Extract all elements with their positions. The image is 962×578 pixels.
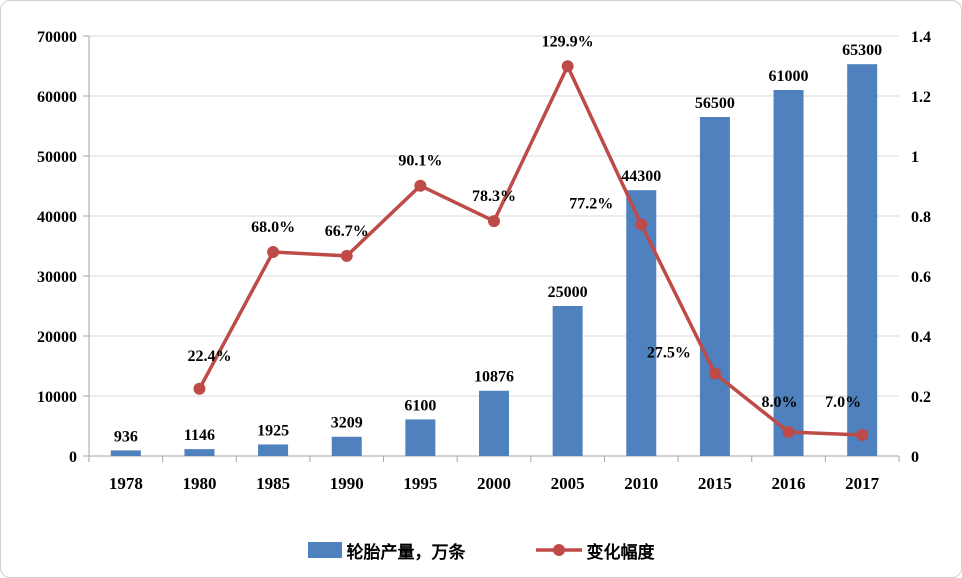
- line-point-label: 8.0%: [762, 394, 798, 411]
- bar-label: 1146: [184, 427, 215, 444]
- legend-label-tire-production: 轮胎产量，万条: [346, 542, 466, 562]
- right-axis-tick-label: 1.2: [911, 89, 931, 106]
- left-axis-tick-label: 10000: [37, 389, 77, 406]
- left-axis-tick-label: 20000: [37, 329, 77, 346]
- line-point: [782, 426, 795, 438]
- bar-1980: [184, 449, 215, 456]
- bar-2000: [479, 390, 509, 456]
- right-axis-tick-label: 0: [911, 449, 919, 466]
- bar-1995: [405, 419, 436, 456]
- legend-label-change-rate: 变化幅度: [586, 542, 655, 562]
- line-point-label: 77.2%: [569, 195, 613, 212]
- left-axis-tick-label: 30000: [37, 269, 77, 286]
- bar-label: 6100: [404, 397, 436, 414]
- left-axis-tick-label: 60000: [37, 89, 77, 106]
- x-axis-label: 1990: [330, 474, 364, 493]
- bar-label: 3209: [331, 415, 363, 432]
- line-point: [708, 367, 721, 380]
- line-point-label: 90.1%: [398, 153, 442, 170]
- bar-label: 56500: [695, 95, 735, 112]
- bar-label: 10876: [474, 369, 514, 386]
- right-axis-tick-label: 0.4: [911, 329, 931, 346]
- x-axis-label: 1985: [256, 474, 290, 493]
- line-point: [856, 429, 869, 441]
- chart-canvas: 0 0 10000 0.2 20000 0.4 30000 0.6 40000 0.8 50000 1…: [37, 29, 931, 493]
- bar-1985: [258, 444, 289, 456]
- legend-item-tire-production: 轮胎产量，万条: [307, 538, 466, 563]
- line-point: [561, 60, 574, 73]
- change-rate-line: [197, 64, 863, 437]
- x-axis-label: 1978: [109, 474, 143, 493]
- x-axis-label: 2016: [772, 474, 806, 493]
- bar-2016: [773, 90, 804, 456]
- right-axis-tick-label: 0.6: [911, 269, 931, 286]
- line-point-label: 7.0%: [825, 394, 861, 411]
- line-point-label: 66.7%: [325, 223, 369, 240]
- line-point: [193, 382, 206, 395]
- left-axis-tick-label: 50000: [37, 149, 77, 166]
- line-point: [414, 179, 427, 192]
- left-axis-tick-label: 40000: [37, 209, 77, 226]
- left-axis-tick-label: 70000: [37, 29, 77, 46]
- legend-line-swatch-icon: [535, 542, 582, 558]
- bar-2015: [699, 117, 730, 456]
- right-axis-tick-label: 0.2: [911, 389, 931, 406]
- bar-2017: [847, 64, 878, 456]
- legend-bar-swatch: [307, 542, 342, 558]
- legend-item-change-rate: 变化幅度: [535, 538, 655, 563]
- bar-1978: [110, 450, 141, 456]
- x-axis-label: 2017: [845, 474, 880, 493]
- x-axis-label: 1980: [182, 474, 216, 493]
- x-axis-label: 2005: [551, 474, 585, 493]
- bar-1990: [331, 436, 362, 456]
- bar-label: 61000: [769, 68, 809, 85]
- left-axis-tick-label: 0: [69, 449, 77, 466]
- line-point-label: 27.5%: [647, 345, 691, 362]
- right-axis-tick-label: 0.8: [911, 209, 931, 226]
- bar-2010: [626, 190, 657, 456]
- right-axis-tick-label: 1.4: [911, 29, 931, 46]
- line-point: [488, 215, 500, 228]
- bar-label: 936: [114, 428, 138, 445]
- line-point: [635, 218, 648, 231]
- legend: 轮胎产量，万条 变化幅度: [1, 516, 961, 577]
- bar-2005: [552, 306, 583, 456]
- x-axis-label: 2000: [477, 474, 511, 493]
- x-axis-label: 1995: [403, 474, 437, 493]
- bar-label: 44300: [621, 168, 661, 185]
- x-axis-label: 2010: [624, 474, 658, 493]
- line-point-label: 78.3%: [472, 188, 516, 205]
- bar-label: 65300: [842, 42, 882, 59]
- line-point-label: 129.9%: [542, 33, 594, 50]
- line-point: [340, 249, 353, 262]
- line-point: [267, 246, 280, 258]
- line-point-label: 22.4%: [187, 348, 231, 365]
- right-axis-tick-label: 1: [911, 149, 919, 166]
- line-point-label: 68.0%: [251, 219, 295, 236]
- bar-label: 1925: [257, 422, 289, 439]
- x-axis-label: 2015: [698, 474, 732, 493]
- bar-label: 25000: [548, 284, 588, 301]
